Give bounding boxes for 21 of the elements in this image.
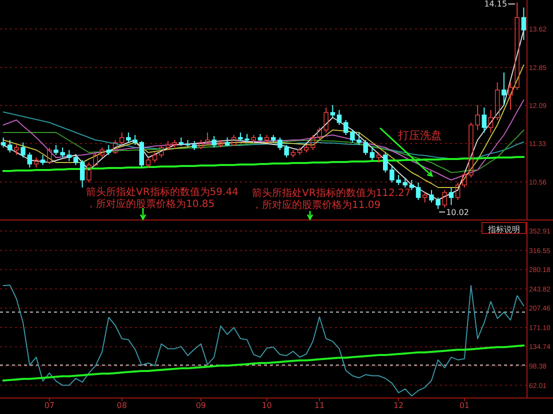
annotation: 打压洗盘: [397, 129, 442, 142]
annotation: 箭头所指处VR指标的数值为59.44 ，所对应的股票价格为10.85: [86, 186, 238, 210]
annotation: 10.02: [446, 208, 469, 217]
line-series: [2, 344, 525, 382]
candlestick: [448, 187, 454, 206]
line-series: [2, 130, 524, 173]
annotation: 箭头所指处VR指标的数值为112.27 ，所对应的股票价格为11.09: [252, 187, 411, 211]
candlestick: [521, 7, 526, 40]
line-series: [2, 284, 524, 396]
annotation: 14.15: [484, 0, 508, 8]
annotation: 指标说明: [487, 225, 520, 234]
x-tick-label: 09: [196, 401, 206, 410]
candlestick: [488, 110, 494, 133]
x-tick-label: 01: [459, 401, 470, 410]
x-tick-label: 12: [393, 401, 404, 410]
x-tick-label: 11: [314, 401, 325, 410]
x-tick-label: 07: [44, 401, 54, 410]
candlestick: [482, 107, 487, 133]
candlestick: [502, 72, 506, 106]
x-tick-label: 10: [262, 401, 272, 410]
x-tick-label: 08: [116, 401, 127, 410]
